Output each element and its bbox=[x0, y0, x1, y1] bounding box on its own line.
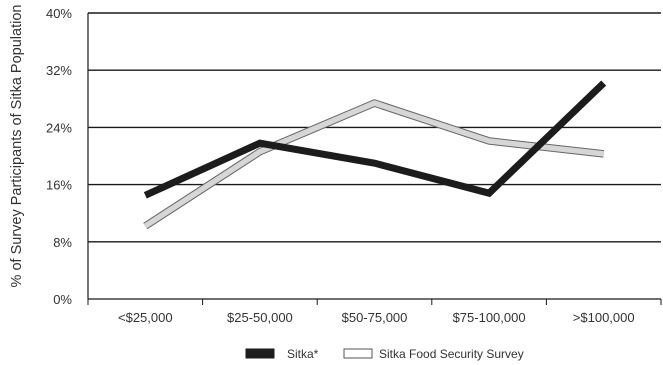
legend-swatch bbox=[343, 348, 373, 359]
series-line bbox=[143, 80, 607, 199]
series-line bbox=[143, 100, 605, 229]
y-tick-label: 8% bbox=[53, 235, 72, 250]
legend-item: Sitka Food Security Survey bbox=[343, 347, 524, 361]
series-lines bbox=[143, 80, 607, 230]
y-axis-label: % of Survey Participants of Sitka Popula… bbox=[9, 5, 25, 288]
y-tick-label: 0% bbox=[53, 292, 72, 307]
axes bbox=[87, 13, 662, 305]
x-tick-labels: <$25,000 $25-50,000 $50-75,000 $75-100,000 >… bbox=[118, 310, 635, 325]
legend-swatch bbox=[245, 348, 275, 359]
gridlines bbox=[88, 12, 661, 243]
y-tick-labels: 0% 8% 16% 24% 32% 40% bbox=[46, 6, 72, 307]
legend: Sitka* Sitka Food Security Survey bbox=[245, 347, 524, 361]
x-tick-label: $50-75,000 bbox=[342, 310, 408, 325]
legend-label: Sitka* bbox=[287, 347, 319, 361]
legend-label: Sitka Food Security Survey bbox=[379, 347, 524, 361]
y-tick-label: 24% bbox=[46, 120, 72, 135]
y-tick-label: 16% bbox=[46, 178, 72, 193]
x-tick-label: >$100,000 bbox=[573, 310, 635, 325]
legend-item: Sitka* bbox=[245, 347, 319, 361]
x-tick-label: $75-100,000 bbox=[453, 310, 526, 325]
x-tick-label: $25-50,000 bbox=[227, 310, 293, 325]
x-tick-label: <$25,000 bbox=[118, 310, 173, 325]
y-tick-label: 40% bbox=[46, 6, 72, 21]
y-tick-label: 32% bbox=[46, 63, 72, 78]
